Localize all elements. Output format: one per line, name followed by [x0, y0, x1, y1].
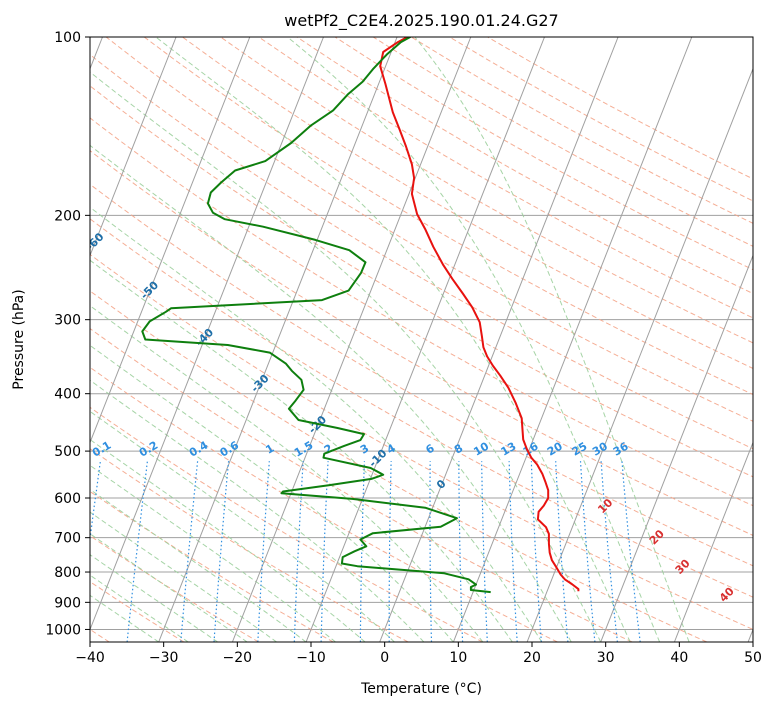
isotherm-line — [90, 37, 251, 444]
y-tick-label: 600 — [54, 491, 81, 507]
plot-area: -100-90-80-70-60-50-40-30-20-1000.10.20.… — [90, 37, 753, 642]
isotherm-grid — [90, 37, 753, 642]
mixing-ratio-line — [213, 461, 230, 642]
moist-adiabat-line — [90, 206, 543, 642]
mixing-ratio-line — [555, 461, 569, 642]
dry-adiabat-line — [90, 218, 753, 598]
moist-adiabats — [90, 37, 690, 642]
mixing-ratio-line — [180, 461, 199, 642]
y-tick-label: 700 — [54, 531, 81, 547]
isotherm-line — [526, 67, 753, 642]
mixing-ratio-line — [257, 461, 270, 642]
isotherm-line — [379, 37, 619, 642]
dewpoint-profile-line — [141, 37, 491, 594]
isotherm-line — [600, 254, 753, 642]
dry-adiabat-line — [90, 253, 753, 630]
dry-adiabat-line — [258, 37, 753, 319]
dry-adiabat-line — [90, 327, 633, 642]
isotherm-line — [158, 37, 398, 642]
dry-adiabat-line — [90, 406, 483, 642]
x-tick-label: 20 — [523, 650, 541, 666]
mixing-ratio-line — [359, 461, 365, 642]
dry-adiabat-line — [220, 37, 753, 344]
dry-adiabat-line — [296, 37, 753, 295]
mixing-ratio-line — [458, 461, 464, 642]
moist-adiabat-line — [90, 554, 218, 642]
x-tick-label: 50 — [744, 650, 762, 666]
chart-title: wetPf2_C2E4.2025.190.01.24.G27 — [284, 11, 558, 31]
dry-adiabat-line — [90, 85, 753, 478]
moist-adiabat-line — [90, 594, 159, 642]
dry-adiabat-line — [90, 53, 753, 450]
dry-adiabat-line — [90, 366, 558, 642]
mixing-ratio-line — [481, 461, 488, 642]
dry-adiabat-line — [90, 535, 259, 642]
y-tick-label: 400 — [54, 387, 81, 403]
x-tick-label: 10 — [449, 650, 467, 666]
x-tick-label: −10 — [296, 650, 326, 666]
isotherm-line — [673, 441, 753, 642]
moist-adiabat-line — [90, 410, 395, 642]
moist-adiabat-line — [155, 37, 631, 642]
mixing-ratio-line — [508, 461, 518, 642]
isotherm-line — [305, 37, 545, 642]
moist-adiabat-line — [90, 259, 513, 642]
moist-adiabat-line — [90, 344, 454, 642]
x-tick-label: −30 — [149, 650, 179, 666]
plot-frame — [89, 36, 754, 643]
mixing-ratio-line — [126, 461, 148, 642]
x-tick-label: −20 — [223, 650, 253, 666]
moist-adiabat-line — [90, 379, 425, 642]
isotherm-line — [90, 37, 324, 631]
moist-adiabat-line — [287, 37, 661, 642]
y-tick-label: 300 — [54, 313, 81, 329]
y-tick-label: 100 — [54, 30, 81, 46]
mixing-ratio-lines — [90, 461, 641, 642]
y-tick-label: 1000 — [45, 622, 81, 638]
dry-adiabat-line — [90, 290, 708, 642]
mixing-ratio-line — [388, 461, 392, 642]
mixing-ratio-line — [579, 461, 596, 642]
x-axis-title: Temperature (°C) — [360, 681, 482, 697]
x-tick-label: 40 — [670, 650, 688, 666]
y-tick-label: 900 — [54, 595, 81, 611]
mixing-ratio-line — [320, 461, 329, 642]
isobar-grid — [90, 37, 753, 630]
x-tick-label: 30 — [597, 650, 615, 666]
moist-adiabat-line — [414, 37, 690, 642]
dry-adiabat-line — [90, 117, 753, 507]
y-tick-label: 500 — [54, 444, 81, 460]
mixing-ratio-line — [293, 461, 304, 642]
moist-adiabat-line — [90, 438, 366, 642]
y-tick-label: 200 — [54, 208, 81, 224]
sounding-profiles — [141, 37, 580, 594]
x-axis-ticks: −40 −30 −20 −10 0 10 20 30 40 50 — [75, 642, 762, 666]
temperature-profile-line — [379, 37, 580, 592]
moist-adiabat-line — [90, 574, 189, 642]
moist-adiabat-line — [90, 464, 336, 642]
isotherm-line — [90, 37, 177, 257]
y-tick-label: 800 — [54, 565, 81, 581]
y-axis-ticks: 100 200 300 400 500 600 700 800 900 1000 — [45, 30, 90, 638]
mixing-ratio-line — [530, 461, 542, 642]
y-axis-title: Pressure (hPa) — [11, 289, 27, 389]
isotherm-line — [231, 37, 472, 642]
mixing-ratio-line — [429, 461, 433, 642]
x-tick-label: −40 — [75, 650, 105, 666]
dry-adiabat-line — [90, 150, 753, 536]
x-tick-label: 0 — [380, 650, 389, 666]
dry-adiabat-line — [90, 490, 334, 642]
mixing-ratio-line — [621, 461, 641, 642]
moist-adiabat-line — [90, 71, 602, 642]
moist-adiabat-line — [90, 533, 248, 642]
isotherm-line — [452, 37, 693, 642]
moist-adiabat-line — [90, 511, 277, 642]
mixing-ratio-line — [600, 461, 618, 642]
moist-adiabat-line — [90, 144, 572, 642]
